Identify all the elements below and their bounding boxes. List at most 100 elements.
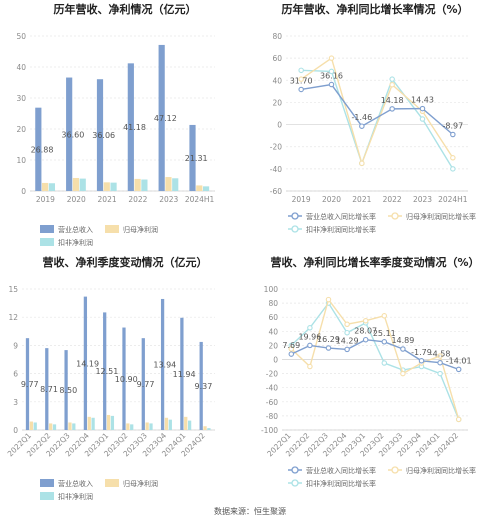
series-point [381, 313, 388, 319]
data-label: 10.90 [115, 375, 138, 384]
series-point [362, 317, 369, 324]
data-label: 14.43 [411, 96, 434, 105]
bar-deducted-profit [52, 424, 57, 430]
data-label: 8.71 [40, 385, 58, 394]
y-tick-label: 100 [264, 285, 279, 294]
annual-growth-rate-chart: 历年营收、净利同比增长率情况（%） -60 -40 -20 0 20 40 60 80 31.7… [270, 2, 476, 234]
legend-swatch [40, 479, 54, 487]
legend-marker [291, 212, 299, 220]
x-tick-label: 2023 [159, 195, 178, 204]
series-point [288, 346, 295, 352]
bar-revenue [25, 338, 30, 430]
bar-revenue [199, 341, 203, 430]
bar-net-profit [29, 421, 33, 430]
bar-revenue [158, 44, 165, 191]
y-tick-label: -80 [266, 412, 278, 421]
bar-deducted-profit [207, 428, 211, 430]
series-point [389, 76, 395, 82]
data-label: 9.37 [195, 382, 213, 391]
y-tick-label: -20 [270, 143, 282, 152]
bar-revenue [141, 338, 145, 430]
y-tick-label: 20 [16, 125, 26, 134]
data-source: 数据来源：恒生聚源 [214, 506, 286, 516]
x-tick-label: 2023 [413, 195, 432, 204]
bar-net-profit [164, 417, 169, 430]
chart-title: 历年营收、净利情况（亿元） [54, 2, 197, 16]
bar-net-profit [103, 182, 110, 191]
bar-deducted-profit [187, 420, 192, 430]
series-point [389, 81, 395, 88]
data-label: 31.70 [290, 76, 313, 85]
data-label: 9.77 [21, 380, 39, 389]
chart-title: 营收、净利季度变动情况（亿元） [43, 255, 208, 269]
series-point [344, 321, 350, 327]
data-label: 8.50 [59, 386, 77, 395]
legend-label: 扣非净利润同比增长率 [306, 479, 376, 488]
y-tick-label: 12 [8, 313, 18, 322]
y-tick-label: -20 [266, 370, 278, 379]
series-point [450, 155, 456, 161]
legend-label: 营业总收入 [58, 225, 93, 234]
legend-swatch [40, 225, 54, 233]
bar-revenue [103, 312, 107, 430]
data-label: -1.46 [351, 113, 372, 122]
x-tick-label: 2022 [383, 195, 402, 204]
bar-deducted-profit [48, 183, 55, 191]
bar-net-profit [49, 423, 53, 430]
bar-deducted-profit [72, 423, 76, 430]
legend-label: 归母净利润 [123, 225, 158, 234]
data-label: 36.16 [320, 72, 343, 81]
quarterly-growth-rate-chart: 营收、净利同比增长率季度变动情况（%） -100 -80 -60 -40 -20 0 20 4… [261, 255, 480, 488]
bar-revenue [35, 107, 42, 191]
y-tick-label: 0 [13, 426, 18, 435]
x-tick-label: 2020 [67, 195, 86, 204]
series-point [359, 160, 365, 167]
y-tick-label: 80 [268, 299, 278, 308]
bar-revenue [122, 327, 126, 430]
legend-swatch [105, 225, 119, 233]
series-point [400, 346, 406, 352]
legend-swatch [105, 479, 119, 487]
series-line-2 [290, 301, 460, 420]
y-tick-label: 40 [272, 76, 282, 85]
data-label: 12.51 [95, 367, 118, 376]
series-point [307, 363, 313, 370]
bar-deducted-profit [33, 422, 37, 430]
y-tick-label: 40 [268, 327, 278, 336]
bar-revenue [45, 348, 49, 430]
bar-deducted-profit [172, 178, 179, 191]
x-tick-label: 2020 [322, 195, 341, 204]
bar-deducted-profit [91, 417, 95, 430]
y-tick-label: 30 [16, 94, 26, 103]
series-point [307, 325, 313, 331]
legend-swatch [40, 238, 54, 246]
data-label: 7.69 [282, 341, 300, 350]
y-tick-label: 15 [8, 285, 18, 294]
y-tick-label: 80 [272, 32, 282, 41]
data-label: 19.96 [298, 332, 321, 341]
data-label: 47.12 [154, 114, 177, 123]
series-point [325, 296, 332, 303]
bar-deducted-profit [79, 178, 86, 191]
data-label: 36.06 [92, 131, 115, 140]
y-tick-label: -60 [266, 398, 278, 407]
y-tick-label: -60 [270, 187, 282, 196]
series-point [450, 131, 456, 138]
legend-label: 归母净利润同比增长率 [406, 212, 476, 221]
series-point [298, 86, 304, 93]
series-point [437, 370, 443, 377]
series-line-2 [301, 69, 454, 170]
bar-revenue [83, 296, 88, 430]
y-tick-label: 9 [13, 341, 18, 350]
legend-label: 营业总收入同比增长率 [306, 212, 376, 221]
bar-net-profit [165, 177, 172, 191]
data-label: 13.94 [153, 360, 176, 369]
series-point [344, 346, 350, 353]
y-tick-label: -40 [270, 165, 282, 174]
legend-marker [291, 225, 299, 233]
bar-revenue [96, 79, 104, 191]
series-point [298, 67, 304, 74]
legend-label: 营业总收入同比增长率 [306, 466, 376, 475]
series-point [298, 76, 304, 82]
series-point [455, 366, 462, 373]
